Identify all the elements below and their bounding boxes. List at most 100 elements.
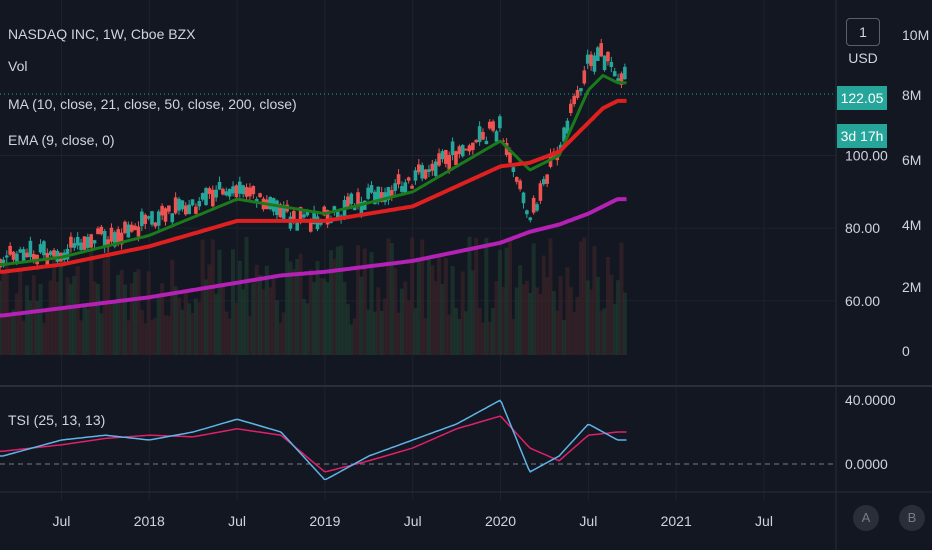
volume-bar: [177, 297, 182, 355]
candle-body: [403, 182, 408, 195]
log-scale-button[interactable]: B: [899, 505, 925, 531]
volume-bar: [447, 314, 452, 355]
candle-body: [21, 249, 26, 261]
last-price-badge: 122.05: [837, 86, 887, 110]
candle-body: [538, 183, 543, 201]
volume-bar: [602, 308, 607, 355]
candle-body: [133, 225, 137, 231]
volume-bar: [335, 246, 340, 355]
vol-indicator-label[interactable]: Vol: [8, 58, 28, 74]
volume-bar: [200, 239, 205, 355]
ma-indicator-label[interactable]: MA (10, close, 21, close, 50, close, 200…: [8, 96, 297, 112]
volume-bar: [524, 280, 529, 355]
volume-bar: [322, 278, 327, 355]
candle-body: [521, 192, 526, 204]
volume-bar: [237, 260, 242, 355]
candle-body: [109, 227, 114, 242]
ema-indicator-label[interactable]: EMA (9, close, 0): [8, 132, 115, 148]
volume-bar: [14, 293, 19, 355]
candle-body: [15, 253, 19, 264]
volume-bar: [156, 296, 161, 355]
volume-bar: [264, 265, 269, 355]
candle-body: [616, 78, 620, 81]
candle-body: [565, 120, 570, 134]
candle-body: [140, 211, 144, 227]
volume-bar: [31, 275, 36, 355]
volume-bar: [551, 291, 556, 355]
ma-200-line: [0, 197, 627, 318]
volume-bar: [467, 236, 472, 355]
tsi-axis-label: 0.0000: [845, 456, 888, 472]
candle-body: [471, 142, 475, 150]
candle-body: [308, 220, 313, 232]
candle-body: [568, 103, 573, 114]
candle-body: [393, 183, 397, 191]
candle-body: [494, 131, 499, 142]
volume-bar: [55, 281, 60, 355]
volume-bar: [35, 300, 40, 355]
candle-body: [420, 165, 424, 179]
volume-bar: [187, 303, 192, 355]
moving-averages: [0, 73, 627, 318]
candle-body: [579, 88, 583, 92]
candle-body: [4, 255, 9, 258]
candle-body: [231, 186, 235, 194]
volume-bar: [8, 314, 13, 355]
volume-bar: [288, 261, 293, 355]
volume-bar: [122, 284, 127, 355]
volume-bar: [504, 247, 509, 355]
candle-body: [170, 213, 175, 223]
candlesticks: [0, 38, 627, 273]
candle-body: [444, 149, 448, 164]
currency-button[interactable]: 1 USD: [846, 18, 880, 66]
tsi-indicator-label[interactable]: TSI (25, 13, 13): [8, 412, 106, 428]
volume-bar: [541, 255, 546, 355]
candle-body: [464, 148, 468, 151]
volume-bar: [197, 302, 202, 355]
volume-bar: [592, 246, 597, 355]
candle-body: [450, 141, 455, 155]
auto-scale-button[interactable]: A: [853, 505, 879, 531]
volume-bar: [396, 312, 401, 355]
volume-bar: [247, 316, 252, 355]
volume-bar: [190, 312, 195, 355]
candle-body: [457, 146, 462, 155]
candle-body: [359, 201, 364, 215]
volume-bar: [65, 277, 70, 355]
candle-body: [197, 201, 202, 207]
volume-bar: [612, 303, 617, 355]
volume-bar: [487, 322, 492, 355]
candle-body: [396, 174, 401, 185]
candle-body: [190, 199, 195, 206]
volume-bar: [268, 287, 273, 355]
candle-body: [602, 55, 607, 71]
candle-body: [592, 55, 597, 72]
candle-body: [562, 127, 566, 142]
candle-body: [487, 121, 492, 129]
volume-bar: [143, 323, 148, 355]
volume-bar: [318, 278, 323, 355]
volume-bar: [622, 292, 627, 355]
volume-bar: [11, 309, 16, 355]
volume-bar: [75, 266, 80, 355]
candle-body: [129, 224, 134, 232]
volume-bar: [470, 270, 475, 355]
candle-body: [38, 244, 43, 253]
volume-bar: [453, 307, 458, 355]
volume-bar: [173, 286, 178, 355]
candle-body: [217, 181, 222, 190]
candle-body: [258, 193, 262, 198]
symbol-title[interactable]: NASDAQ INC, 1W, Cboe BZX: [8, 26, 196, 42]
volume-bar: [599, 310, 604, 355]
volume-bar: [423, 318, 428, 355]
volume-bar: [41, 322, 46, 355]
candle-body: [79, 242, 83, 250]
volume-bar: [345, 304, 350, 355]
candle-body: [234, 185, 239, 198]
volume-bar: [575, 297, 580, 355]
candle-body: [241, 185, 245, 195]
candle-body: [99, 226, 104, 235]
candle-body: [366, 187, 370, 199]
candle-body: [356, 192, 360, 205]
